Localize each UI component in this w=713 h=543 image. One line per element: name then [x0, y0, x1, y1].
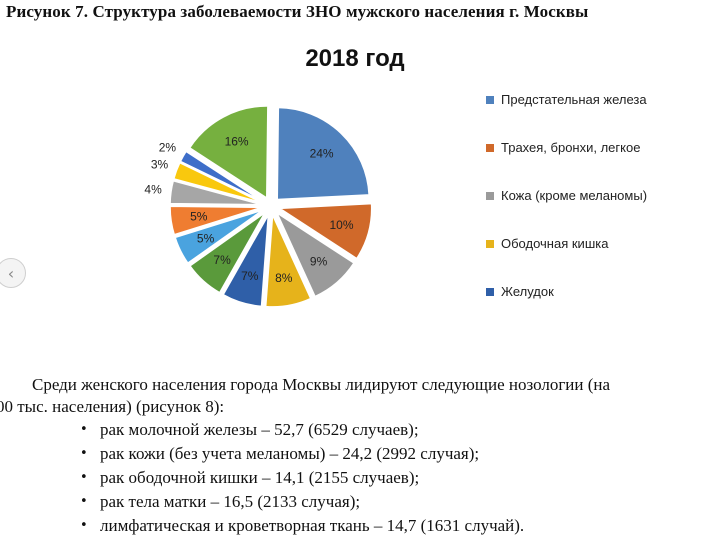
list-item-text: рак тела матки – 16,5 (2133 случая); — [100, 492, 361, 511]
pie-slice — [222, 214, 270, 308]
pie-slice — [277, 202, 373, 260]
slice-percent-label: 10% — [329, 218, 353, 232]
carousel-prev-button[interactable]: ‹ — [0, 258, 26, 288]
legend-label: Предстательная железа — [501, 92, 647, 107]
slice-percent-label: 4% — [144, 183, 162, 197]
legend-swatch — [486, 192, 494, 200]
slice-percent-label: 8% — [275, 271, 293, 285]
bullet-icon: • — [80, 494, 88, 509]
slice-percent-label: 2% — [159, 140, 177, 154]
pie-slice — [188, 105, 269, 200]
slice-percent-label: 5% — [197, 231, 215, 245]
legend-label: Ободочная кишка — [501, 236, 609, 251]
pie-slice — [188, 212, 266, 294]
pie-slice — [172, 161, 263, 204]
pie-slice — [169, 179, 263, 206]
paragraph-line-2: 00 тыс. населения) (рисунок 8): — [0, 397, 225, 416]
body-paragraph: Среди женского населения города Москвы л… — [0, 374, 712, 418]
nosology-list: • рак молочной железы – 52,7 (6529 случае… — [78, 418, 524, 538]
legend-label: Кожа (кроме меланомы) — [501, 188, 647, 203]
chart-legend: Предстательная железа Трахея, бронхи, лег… — [486, 92, 647, 299]
slice-percent-label: 5% — [190, 210, 208, 224]
pie-chart: 2018 год 24% 10% 9% 8% 7% 7% 5% 5% 4% 3% 2% 16% Пре… — [15, 28, 695, 350]
legend-label: Желудок — [501, 284, 554, 299]
slice-percent-label: 3% — [151, 157, 169, 171]
legend-swatch — [486, 240, 494, 248]
list-item: • рак ободочной кишки – 14,1 (2155 случае… — [78, 466, 524, 490]
pie-slice — [275, 210, 355, 298]
list-item-text: рак ободочной кишки – 14,1 (2155 случаев… — [100, 468, 420, 487]
pie-labels: 24% 10% 9% 8% 7% 7% 5% 5% 4% 3% 2% 16% — [144, 135, 353, 285]
list-item: • рак тела матки – 16,5 (2133 случая); — [78, 490, 524, 514]
chart-title: 2018 год — [305, 45, 404, 72]
pie-slices — [169, 105, 373, 308]
slice-percent-label: 24% — [310, 146, 334, 160]
list-item-text: рак кожи (без учета меланомы) – 24,2 (29… — [100, 444, 480, 463]
chevron-left-icon: ‹ — [7, 263, 15, 283]
bullet-icon: • — [80, 422, 88, 437]
legend-swatch — [486, 288, 494, 296]
figure-caption: Рисунок 7. Структура заболеваемости ЗНО … — [6, 2, 589, 21]
legend-label: Трахея, бронхи, легкое — [501, 140, 640, 155]
list-item: • рак кожи (без учета меланомы) – 24,2 (2… — [78, 442, 524, 466]
slice-percent-label: 9% — [310, 254, 328, 268]
pie-slice — [179, 150, 264, 203]
slice-percent-label: 7% — [241, 269, 259, 283]
list-item: • лимфатическая и кроветворная ткань – 14… — [78, 514, 524, 538]
pie-slice — [174, 209, 264, 265]
slice-percent-label: 7% — [213, 253, 231, 267]
list-item: • рак молочной железы – 52,7 (6529 случае… — [78, 418, 524, 442]
list-item-text: лимфатическая и кроветворная ткань – 14,… — [100, 516, 525, 535]
bullet-icon: • — [80, 446, 88, 461]
bullet-icon: • — [80, 470, 88, 485]
pie-slice — [169, 205, 263, 236]
pie-chart-svg: 2018 год 24% 10% 9% 8% 7% 7% 5% 5% 4% 3% 2% 16% Пре… — [144, 45, 647, 308]
legend-swatch — [486, 144, 494, 152]
list-item-text: рак молочной железы – 52,7 (6529 случаев… — [100, 420, 419, 439]
slice-percent-label: 16% — [225, 135, 249, 149]
legend-swatch — [486, 96, 494, 104]
pie-slice — [264, 214, 312, 308]
bullet-icon: • — [80, 518, 88, 533]
paragraph-line-1: Среди женского населения города Москвы л… — [32, 375, 611, 394]
pie-slice — [276, 106, 370, 201]
